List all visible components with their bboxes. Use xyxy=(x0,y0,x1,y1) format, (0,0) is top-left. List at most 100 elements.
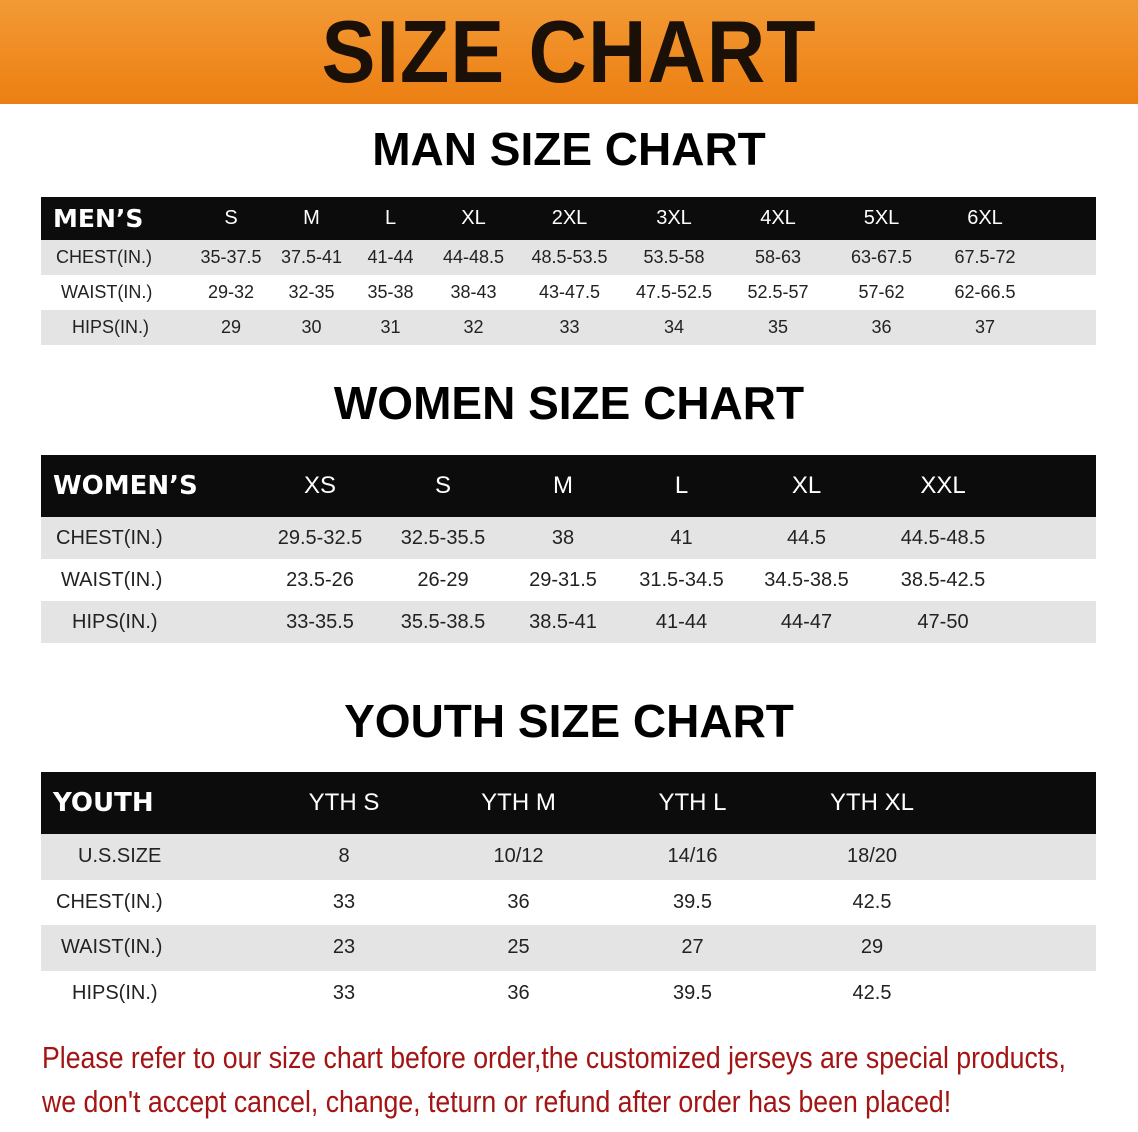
row-spacer xyxy=(1014,559,1096,601)
women-size-table: WOMEN’S XS S M L XL XXL CHEST(IN.) 29.5-32.5 32.5… xyxy=(41,455,1096,643)
youth-size-table: YOUTH YTH S YTH M YTH L YTH XL U.S.SIZE 8 10/12… xyxy=(41,772,1096,1016)
measurement-cell: 33-35.5 xyxy=(258,601,382,643)
table-row: WAIST(IN.) 23 25 27 29 xyxy=(41,925,1096,971)
table-row: HIPS(IN.) 33 36 39.5 42.5 xyxy=(41,970,1096,1016)
measurement-cell: 29 xyxy=(779,925,965,971)
measurement-cell: 39.5 xyxy=(606,879,779,925)
table-corner-label: YOUTH xyxy=(41,772,257,834)
header-banner: SIZE CHART xyxy=(0,0,1138,104)
measurement-cell: 30 xyxy=(272,310,351,345)
measurement-cell: 29-31.5 xyxy=(504,559,622,601)
table-header-row: YOUTH YTH S YTH M YTH L YTH XL xyxy=(41,772,1096,834)
measurement-cell: 34.5-38.5 xyxy=(741,559,872,601)
size-header-xl: XL xyxy=(430,197,517,240)
measurement-cell: 41-44 xyxy=(351,240,430,275)
measurement-cell: 33 xyxy=(257,970,431,1016)
measurement-cell: 62-66.5 xyxy=(933,275,1037,310)
table-row: CHEST(IN.) 29.5-32.5 32.5-35.5 38 41 44.5 44.5… xyxy=(41,517,1096,559)
row-spacer xyxy=(1014,517,1096,559)
size-header-yth-xl: YTH XL xyxy=(779,772,965,834)
header-spacer xyxy=(1014,455,1096,517)
measurement-cell: 10/12 xyxy=(431,834,606,880)
men-section-title: MAN SIZE CHART xyxy=(372,123,766,175)
measurement-cell: 35 xyxy=(726,310,830,345)
measurement-cell: 31.5-34.5 xyxy=(622,559,741,601)
row-label: CHEST(IN.) xyxy=(41,517,258,559)
size-header-s: S xyxy=(382,455,504,517)
measurement-cell: 44-47 xyxy=(741,601,872,643)
measurement-cell: 23.5-26 xyxy=(258,559,382,601)
measurement-cell: 23 xyxy=(257,925,431,971)
row-label: WAIST(IN.) xyxy=(41,559,258,601)
measurement-cell: 29.5-32.5 xyxy=(258,517,382,559)
row-spacer xyxy=(1037,240,1096,275)
youth-section-title: YOUTH SIZE CHART xyxy=(344,695,794,747)
size-header-m: M xyxy=(272,197,351,240)
row-spacer xyxy=(965,834,1096,880)
notice-line-2: we don't accept cancel, change, teturn o… xyxy=(42,1084,952,1119)
measurement-cell: 42.5 xyxy=(779,879,965,925)
measurement-cell: 57-62 xyxy=(830,275,933,310)
measurement-cell: 35-38 xyxy=(351,275,430,310)
men-size-table: MEN’S S M L XL 2XL 3XL 4XL 5XL 6XL CHEST(IN.) 35-37… xyxy=(41,197,1096,345)
measurement-cell: 31 xyxy=(351,310,430,345)
order-notice: Please refer to our size chart before or… xyxy=(42,1036,1134,1124)
size-header-xl: XL xyxy=(741,455,872,517)
measurement-cell: 42.5 xyxy=(779,970,965,1016)
table-row: HIPS(IN.) 33-35.5 35.5-38.5 38.5-41 41-44 44-… xyxy=(41,601,1096,643)
size-header-l: L xyxy=(622,455,741,517)
measurement-cell: 8 xyxy=(257,834,431,880)
row-label: CHEST(IN.) xyxy=(41,240,190,275)
measurement-cell: 37.5-41 xyxy=(272,240,351,275)
size-header-l: L xyxy=(351,197,430,240)
measurement-cell: 29-32 xyxy=(190,275,272,310)
measurement-cell: 47-50 xyxy=(872,601,1014,643)
size-header-2xl: 2XL xyxy=(517,197,622,240)
size-header-s: S xyxy=(190,197,272,240)
measurement-cell: 53.5-58 xyxy=(622,240,726,275)
row-spacer xyxy=(1037,275,1096,310)
measurement-cell: 33 xyxy=(257,879,431,925)
measurement-cell: 41 xyxy=(622,517,741,559)
size-header-4xl: 4XL xyxy=(726,197,830,240)
header-spacer xyxy=(1037,197,1096,240)
measurement-cell: 67.5-72 xyxy=(933,240,1037,275)
table-row: CHEST(IN.) 33 36 39.5 42.5 xyxy=(41,879,1096,925)
measurement-cell: 26-29 xyxy=(382,559,504,601)
measurement-cell: 29 xyxy=(190,310,272,345)
measurement-cell: 32.5-35.5 xyxy=(382,517,504,559)
table-row: CHEST(IN.) 35-37.5 37.5-41 41-44 44-48.5 48.5… xyxy=(41,240,1096,275)
table-row: WAIST(IN.) 23.5-26 26-29 29-31.5 31.5-34.5 34… xyxy=(41,559,1096,601)
table-row: HIPS(IN.) 29 30 31 32 33 34 35 36 37 xyxy=(41,310,1096,345)
row-spacer xyxy=(1014,601,1096,643)
measurement-cell: 37 xyxy=(933,310,1037,345)
measurement-cell: 63-67.5 xyxy=(830,240,933,275)
measurement-cell: 36 xyxy=(431,970,606,1016)
header-spacer xyxy=(965,772,1096,834)
table-corner-label: WOMEN’S xyxy=(41,455,258,517)
measurement-cell: 43-47.5 xyxy=(517,275,622,310)
size-header-xxl: XXL xyxy=(872,455,1014,517)
row-label: U.S.SIZE xyxy=(41,834,257,880)
size-header-5xl: 5XL xyxy=(830,197,933,240)
row-spacer xyxy=(965,970,1096,1016)
measurement-cell: 38 xyxy=(504,517,622,559)
women-section-title: WOMEN SIZE CHART xyxy=(333,377,805,429)
notice-line-1: Please refer to our size chart before or… xyxy=(42,1040,1066,1075)
row-label: HIPS(IN.) xyxy=(41,970,257,1016)
row-label: CHEST(IN.) xyxy=(41,879,257,925)
measurement-cell: 35-37.5 xyxy=(190,240,272,275)
row-spacer xyxy=(1037,310,1096,345)
row-label: WAIST(IN.) xyxy=(41,275,190,310)
size-header-6xl: 6XL xyxy=(933,197,1037,240)
measurement-cell: 38.5-42.5 xyxy=(872,559,1014,601)
measurement-cell: 38.5-41 xyxy=(504,601,622,643)
measurement-cell: 41-44 xyxy=(622,601,741,643)
row-label: HIPS(IN.) xyxy=(41,601,258,643)
measurement-cell: 35.5-38.5 xyxy=(382,601,504,643)
table-row: U.S.SIZE 8 10/12 14/16 18/20 xyxy=(41,834,1096,880)
measurement-cell: 38-43 xyxy=(430,275,517,310)
table-row: WAIST(IN.) 29-32 32-35 35-38 38-43 43-47.5 47.… xyxy=(41,275,1096,310)
measurement-cell: 14/16 xyxy=(606,834,779,880)
measurement-cell: 47.5-52.5 xyxy=(622,275,726,310)
